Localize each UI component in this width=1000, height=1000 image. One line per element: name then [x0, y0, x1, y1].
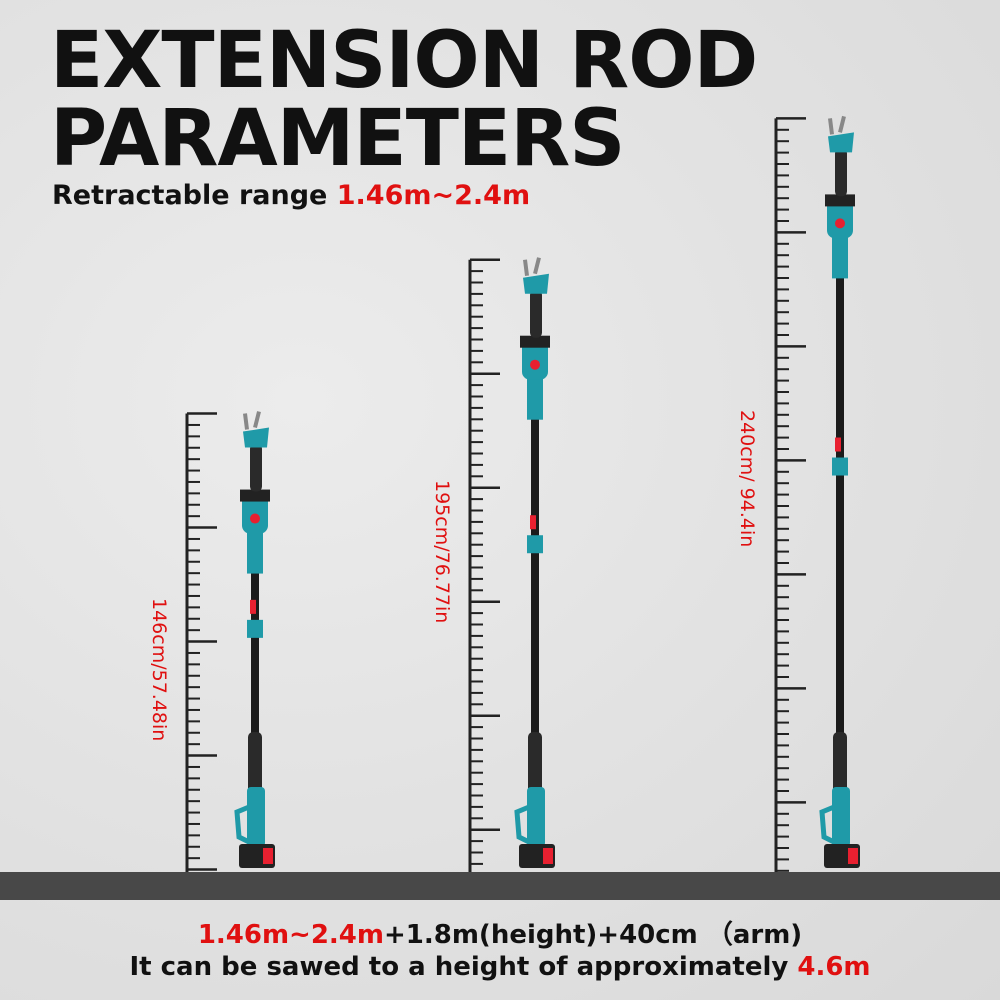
cutter-head: [523, 273, 549, 294]
footer-range: 1.46m~2.4m: [197, 920, 384, 950]
handle-grip: [250, 443, 262, 492]
rear-handle: [527, 787, 545, 847]
pole: [531, 339, 539, 832]
lock-clamp: [250, 599, 256, 614]
power-button-icon: [835, 218, 845, 229]
mid-collar: [247, 619, 263, 638]
battery-release: [848, 848, 858, 864]
ground-bar: [0, 872, 1000, 900]
housing-top: [825, 194, 855, 207]
handle-grip: [835, 148, 847, 197]
motor-housing: [522, 337, 548, 380]
title-line-1: EXTENSION ROD: [50, 16, 758, 106]
housing-top: [520, 335, 550, 348]
footer-text: It can be sawed to a height of approxima…: [129, 952, 798, 982]
footer-max-height: 4.6m: [797, 952, 871, 982]
handle-grip: [530, 289, 542, 338]
trigger-guard: [819, 804, 836, 845]
motor-housing: [827, 196, 853, 239]
subtitle: Retractable range 1.46m~2.4m: [52, 180, 530, 211]
title-line-2: PARAMETERS: [50, 94, 625, 184]
power-button-icon: [250, 513, 260, 524]
housing-top: [240, 489, 270, 502]
cutter-head: [243, 427, 269, 448]
length-label-short: 146cm/57.48in: [148, 598, 170, 742]
mid-collar: [832, 457, 848, 476]
rear-handle: [247, 787, 265, 847]
length-label-long: 240cm/ 94.4in: [736, 410, 758, 548]
blade-icon: [828, 115, 846, 135]
subtitle-range: 1.46m~2.4m: [336, 180, 531, 211]
footer-line-2: It can be sawed to a height of approxima…: [0, 952, 1000, 982]
page-title: EXTENSION ROD PARAMETERS: [50, 16, 758, 184]
lock-clamp: [530, 515, 536, 530]
mid-collar: [527, 535, 543, 554]
pole: [836, 198, 844, 832]
motor-housing: [242, 491, 268, 534]
subtitle-text: Retractable range: [52, 180, 337, 211]
cutter-head: [828, 132, 854, 153]
trigger-guard: [234, 804, 251, 845]
power-button-icon: [530, 359, 540, 370]
length-label-medium: 195cm/76.77in: [431, 480, 453, 624]
rear-handle: [832, 787, 850, 847]
footer-formula: +1.8m(height)+40cm （arm): [384, 920, 803, 950]
trigger-guard: [514, 804, 531, 845]
footer-line-1: 1.46m~2.4m+1.8m(height)+40cm （arm): [0, 914, 1000, 951]
blade-icon: [523, 257, 541, 276]
battery-release: [263, 848, 273, 864]
blade-icon: [243, 411, 261, 430]
pole: [251, 493, 259, 832]
battery-release: [543, 848, 553, 864]
lock-clamp: [835, 437, 841, 452]
